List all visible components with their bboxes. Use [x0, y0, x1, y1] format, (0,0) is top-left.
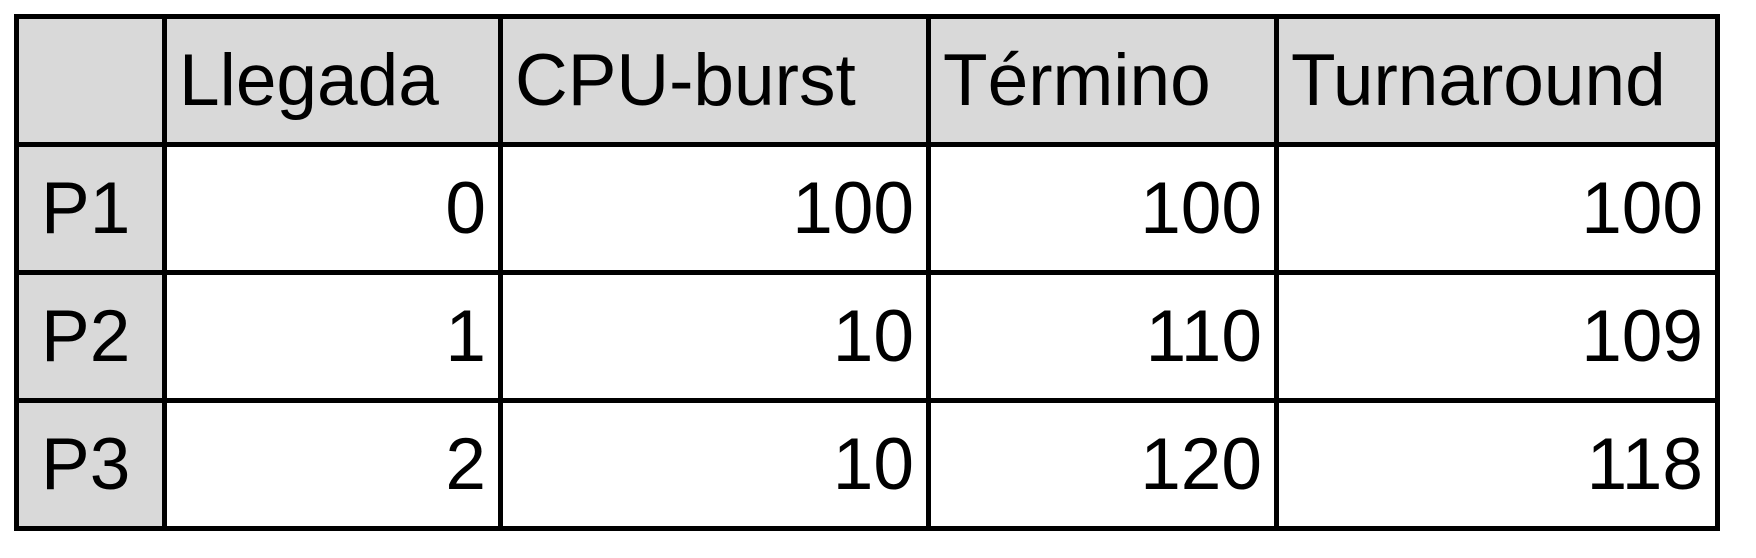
- column-header-termino: Término: [926, 14, 1279, 147]
- cell-termino: 120: [926, 398, 1279, 531]
- table-row: P3 2 10 120 118: [14, 398, 1720, 531]
- cell-turnaround: 109: [1274, 270, 1720, 403]
- cell-cpu-burst: 100: [498, 142, 931, 275]
- cell-cpu-burst: 10: [498, 398, 931, 531]
- process-table-container: Llegada CPU-burst Término Turnaround P1 …: [14, 14, 1720, 531]
- process-table: Llegada CPU-burst Término Turnaround P1 …: [14, 14, 1720, 531]
- column-header-llegada: Llegada: [162, 14, 503, 147]
- column-header-cpu-burst: CPU-burst: [498, 14, 931, 147]
- cell-llegada: 0: [162, 142, 503, 275]
- header-corner-cell: [14, 14, 167, 147]
- cell-cpu-burst: 10: [498, 270, 931, 403]
- cell-llegada: 1: [162, 270, 503, 403]
- column-header-turnaround: Turnaround: [1274, 14, 1720, 147]
- row-label-p2: P2: [14, 270, 167, 403]
- cell-llegada: 2: [162, 398, 503, 531]
- table-row: P2 1 10 110 109: [14, 270, 1720, 403]
- table-row: P1 0 100 100 100: [14, 142, 1720, 275]
- table-header-row: Llegada CPU-burst Término Turnaround: [14, 14, 1720, 147]
- cell-turnaround: 100: [1274, 142, 1720, 275]
- cell-turnaround: 118: [1274, 398, 1720, 531]
- row-label-p1: P1: [14, 142, 167, 275]
- row-label-p3: P3: [14, 398, 167, 531]
- cell-termino: 110: [926, 270, 1279, 403]
- cell-termino: 100: [926, 142, 1279, 275]
